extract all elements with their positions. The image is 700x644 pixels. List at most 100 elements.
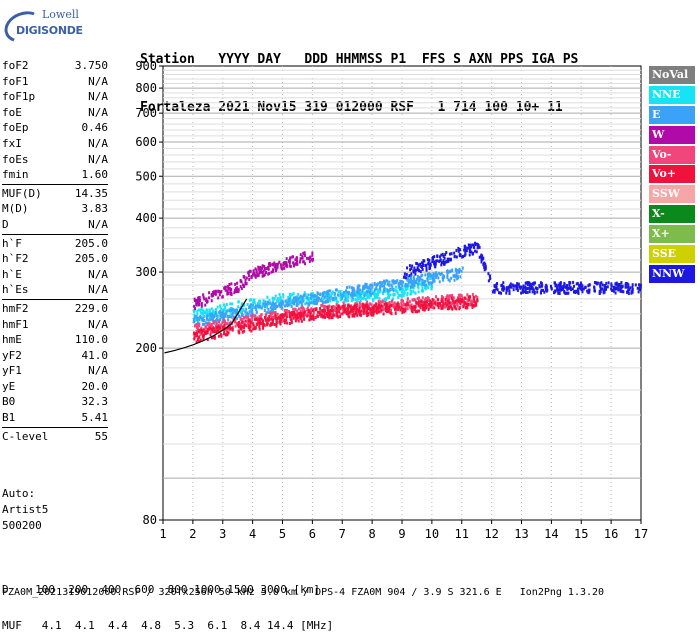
echo-point [258,324,261,328]
echo-point [351,296,354,300]
echo-point [556,285,559,289]
echo-point [252,305,255,309]
echo-point [206,338,209,342]
echo-point [362,287,365,291]
echo-point [434,272,437,276]
echo-point [344,292,347,296]
echo-point [350,299,353,303]
echo-point [389,311,392,315]
echo-point [197,308,200,312]
echo-point [367,306,370,310]
echo-point [311,251,314,255]
autoscaling-info: Auto: Artist5 500200 [2,486,48,534]
echo-point [508,289,511,293]
echo-point [509,285,512,289]
echo-point [399,308,402,312]
echo-point [353,288,356,292]
echo-point [445,251,448,255]
echo-point [386,303,389,307]
echo-point [201,317,204,321]
profile-curve [164,298,248,354]
echo-point [293,300,296,304]
echo-point [302,297,305,301]
echo-point [346,304,349,308]
muf-unit: [MHz] [300,619,334,632]
echo-point [621,284,624,288]
echo-point [241,310,244,314]
y-tick-label: 600 [135,135,157,149]
echo-point [631,283,634,287]
echo-point [448,252,451,256]
echo-point [464,248,467,252]
echo-point [383,284,386,288]
echo-point [424,297,427,301]
echo-point [599,283,602,287]
echo-point [461,298,464,302]
echo-point [383,302,386,306]
echo-point [426,277,429,281]
echo-point [452,274,455,278]
param-name: h`F2 [2,252,29,266]
echo-point [473,299,476,303]
lowell-digisonde-logo: Lowell DIGISONDE [0,6,83,48]
echo-point [578,286,581,290]
echo-point [501,284,504,288]
echo-point [402,275,405,279]
echo-point [465,249,468,253]
echo-point [300,306,303,310]
param-name: foF2 [2,59,29,72]
x-tick-label: 4 [249,527,256,541]
echo-point [440,253,443,257]
echo-point [639,284,642,288]
echo-point [206,311,209,315]
echo-point [356,313,359,317]
param-row: foF1p N/A [2,89,108,105]
echo-point [325,295,328,299]
echo-point [339,292,342,296]
d-value: 3000 [260,583,287,596]
echo-point [199,299,202,303]
echo-point [526,283,529,287]
echo-point [201,330,204,334]
echo-point [379,300,382,304]
echo-point [378,286,381,290]
echo-point [436,303,439,307]
echo-point [210,324,213,328]
echo-point [294,315,297,319]
echo-point [274,269,277,273]
y-tick-label: 500 [135,169,157,183]
echo-point [420,299,423,303]
param-name: D [2,217,9,231]
echo-point [198,335,201,339]
echo-point [582,287,585,291]
echo-point [402,299,405,303]
echo-point [354,297,357,301]
echo-point [495,286,498,290]
echo-point [438,301,441,305]
echo-point [305,256,308,260]
echo-point [299,294,302,298]
echo-point [318,313,321,317]
param-row: h`F 205.0 [2,236,108,252]
echo-point [215,322,218,326]
echo-point [332,304,335,308]
echo-point [599,281,602,285]
echo-point [237,289,240,293]
echo-point [269,306,272,310]
echo-point [225,309,228,313]
echo-point [249,322,252,326]
echo-point [403,291,406,295]
echo-point [435,275,438,279]
echo-point [308,318,311,322]
echo-point [278,320,281,324]
echo-point [345,307,348,311]
echo-point [452,296,455,300]
echo-point [349,305,352,309]
echo-point [428,258,431,262]
echo-point [496,288,499,292]
echo-point [477,244,480,248]
echo-point [455,307,458,311]
logo-line2: DIGISONDE [16,24,83,37]
echo-point [380,304,383,308]
echo-point [411,284,414,288]
